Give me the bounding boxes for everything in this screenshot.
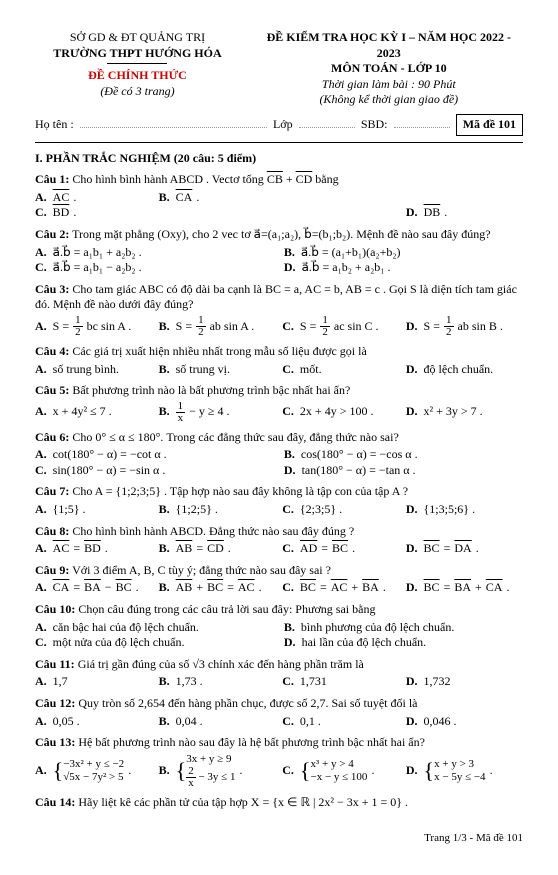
q4-options: A. số trung bình. B. số trung vị. C. mốt… bbox=[35, 362, 523, 378]
q13-options: A. {−3x² + y ≤ −2√5x − 7y² > 5. B. {3x +… bbox=[35, 753, 523, 789]
q3-label: Câu 3: bbox=[35, 282, 69, 296]
q2-label: Câu 2: bbox=[35, 227, 69, 241]
section-1-title: I. PHẦN TRẮC NGHIỆM (20 câu: 5 điểm) bbox=[35, 151, 523, 167]
class-label: Lớp bbox=[273, 117, 293, 133]
question-8: Câu 8: Cho hình bình hành ABCD. Đẳng thứ… bbox=[35, 524, 523, 557]
question-3: Câu 3: Cho tam giác ABC có độ dài ba cạn… bbox=[35, 282, 523, 338]
q7-options: A. {1;5} . B. {1;2;5} . C. {2;3;5} . D. … bbox=[35, 502, 523, 518]
q9-options: A. CA=BA−BC. B. AB+BC=AC. C. BC=AC+BA. D… bbox=[35, 580, 523, 596]
question-5: Câu 5: Bất phương trình nào là bất phươn… bbox=[35, 383, 523, 424]
pages: (Đề có 3 trang) bbox=[35, 84, 240, 100]
header-left: SỞ GD & ĐT QUẢNG TRỊ TRƯỜNG THPT HƯỚNG H… bbox=[35, 30, 240, 108]
page-header: SỞ GD & ĐT QUẢNG TRỊ TRƯỜNG THPT HƯỚNG H… bbox=[35, 30, 523, 108]
page-footer: Trang 1/3 - Mã đề 101 bbox=[35, 831, 523, 845]
q11-options: A. 1,7 B. 1,73 . C. 1,731 D. 1,732 bbox=[35, 674, 523, 690]
subject: MÔN TOÁN - LỚP 10 bbox=[255, 61, 523, 77]
exam-title: ĐỀ KIỂM TRA HỌC KỲ I – NĂM HỌC 2022 - 20… bbox=[255, 30, 523, 61]
question-4: Câu 4: Các giá trị xuất hiện nhiều nhất … bbox=[35, 344, 523, 377]
q6-options: A. cot(180° − α) = −cot α . B. cos(180° … bbox=[35, 447, 523, 478]
q2-options: A. a⃗.b⃗ = a₁b₁ + a₂b₂ . B. a⃗.b⃗ = (a₁+… bbox=[35, 245, 523, 276]
q3-options: A. S = 12bc sin A . B. S = 12ab sin A . … bbox=[35, 315, 523, 338]
sbd-dots bbox=[394, 117, 450, 128]
name-dots bbox=[80, 117, 267, 128]
question-1: Câu 1: Cho hình bình hành ABCD . Vectơ t… bbox=[35, 172, 523, 221]
made-box: Mã đề 101 bbox=[456, 114, 523, 136]
question-14: Câu 14: Hãy liệt kê các phần tử của tập … bbox=[35, 795, 523, 811]
q10-options: A. căn bậc hai của độ lệch chuẩn. B. bìn… bbox=[35, 620, 523, 651]
q1-options: A. AC . B. CA . C. BD . D. DB . bbox=[35, 190, 523, 221]
class-dots bbox=[299, 117, 355, 128]
question-2: Câu 2: Trong mặt phẳng (Oxy), cho 2 vec … bbox=[35, 227, 523, 276]
sbd-label: SBD: bbox=[361, 117, 388, 133]
school: TRƯỜNG THPT HƯỚNG HÓA bbox=[35, 46, 240, 62]
q5-options: A. x + 4y² ≤ 7 . B. 1x − y ≥ 4 . C. 2x +… bbox=[35, 401, 523, 424]
question-6: Câu 6: Cho 0° ≤ α ≤ 180°. Trong các đẳng… bbox=[35, 430, 523, 479]
dept: SỞ GD & ĐT QUẢNG TRỊ bbox=[35, 30, 240, 46]
question-13: Câu 13: Hệ bất phương trình nào sau đây … bbox=[35, 735, 523, 789]
question-7: Câu 7: Cho A = {1;2;3;5} . Tập hợp nào s… bbox=[35, 484, 523, 517]
separator bbox=[35, 142, 523, 143]
time: Thời gian làm bài : 90 Phút bbox=[255, 77, 523, 93]
question-12: Câu 12: Quy tròn số 2,654 đến hàng phần … bbox=[35, 696, 523, 729]
q3-text: Cho tam giác ABC có độ dài ba cạnh là BC… bbox=[35, 282, 517, 312]
question-10: Câu 10: Chọn câu đúng trong các câu trả … bbox=[35, 602, 523, 651]
q12-options: A. 0,05 . B. 0,04 . C. 0,1 . D. 0,046 . bbox=[35, 714, 523, 730]
q2-text: Trong mặt phẳng (Oxy), cho 2 vec tơ a⃗=(… bbox=[72, 227, 490, 241]
q1-text2: bằng bbox=[315, 172, 338, 186]
q1-label: Câu 1: bbox=[35, 172, 69, 186]
name-label: Họ tên : bbox=[35, 117, 74, 133]
official: ĐỀ CHÍNH THỨC bbox=[35, 68, 240, 84]
note: (Không kể thời gian giao đề) bbox=[255, 92, 523, 108]
q8-options: A. AC = BD. B. AB = CD. C. AD = BC. D. B… bbox=[35, 541, 523, 557]
student-row: Họ tên : Lớp SBD: Mã đề 101 bbox=[35, 114, 523, 136]
q1-text: Cho hình bình hành ABCD . Vectơ tổng bbox=[72, 172, 266, 186]
header-right: ĐỀ KIỂM TRA HỌC KỲ I – NĂM HỌC 2022 - 20… bbox=[255, 30, 523, 108]
question-11: Câu 11: Giá trị gần đúng của số √3 chính… bbox=[35, 657, 523, 690]
question-9: Câu 9: Với 3 điểm A, B, C tùy ý; đẳng th… bbox=[35, 563, 523, 596]
